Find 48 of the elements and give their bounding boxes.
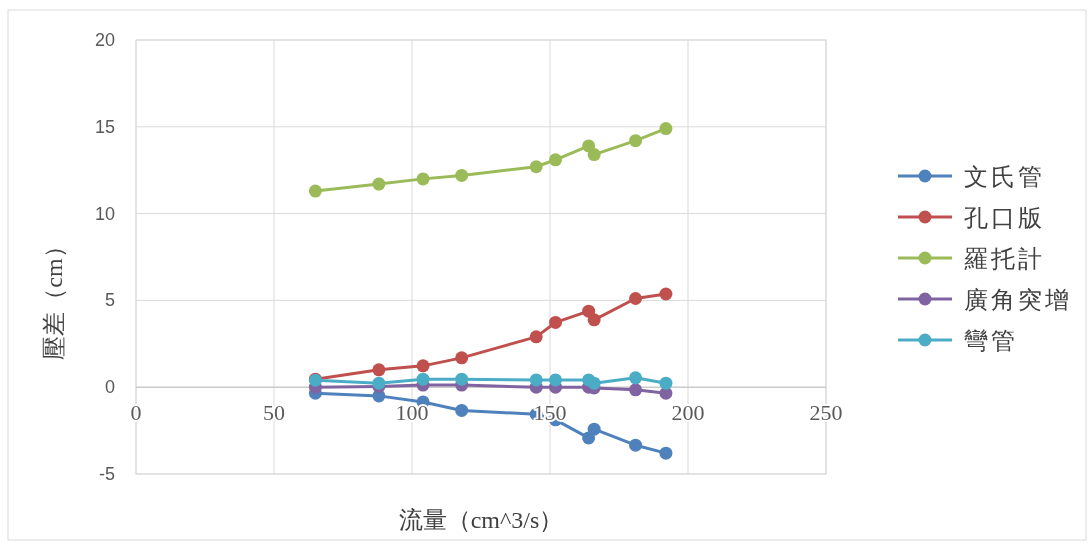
x-axis-title: 流量（cm^3/s） [398, 507, 564, 533]
point [455, 403, 469, 417]
point [549, 153, 563, 167]
point [629, 134, 643, 148]
y-axis-title: 壓差（cm） [41, 234, 67, 360]
point [372, 363, 386, 377]
legend-label: 廣角突增 [964, 287, 1072, 313]
x-tick-label: 200 [671, 400, 705, 426]
legend-label: 文氏管 [964, 164, 1045, 190]
legend-label: 彎管 [964, 328, 1018, 354]
point [659, 446, 673, 460]
x-tick-label: 100 [395, 400, 429, 426]
y-tick-label: -5 [98, 464, 115, 484]
x-tick-label: 250 [809, 400, 843, 426]
x-tick-label: 50 [263, 400, 285, 426]
point [455, 351, 469, 365]
point [372, 177, 386, 191]
point [629, 383, 643, 397]
y-tick-label: 10 [94, 203, 115, 224]
point [587, 422, 601, 436]
point [587, 376, 601, 390]
point [416, 359, 430, 373]
y-tick-label: 15 [94, 116, 115, 137]
point [629, 371, 643, 385]
point [587, 313, 601, 327]
y-tick-label: 0 [104, 377, 115, 398]
point [659, 376, 673, 390]
point [529, 160, 543, 174]
y-tick-label: 20 [94, 30, 115, 50]
point [416, 172, 430, 186]
point [529, 330, 543, 344]
point [372, 376, 386, 390]
y-tick-label: 5 [104, 290, 115, 311]
point [416, 372, 430, 386]
point [549, 373, 563, 387]
point [587, 148, 601, 162]
point [308, 184, 322, 198]
point [529, 373, 543, 387]
point [659, 287, 673, 301]
point [629, 438, 643, 452]
legend-label: 孔口版 [964, 205, 1045, 231]
point [455, 372, 469, 386]
point [549, 315, 563, 329]
point [455, 168, 469, 182]
x-tick-label: 0 [130, 400, 142, 426]
point [659, 122, 673, 136]
legend-label: 羅托計 [964, 246, 1045, 272]
point [629, 291, 643, 305]
